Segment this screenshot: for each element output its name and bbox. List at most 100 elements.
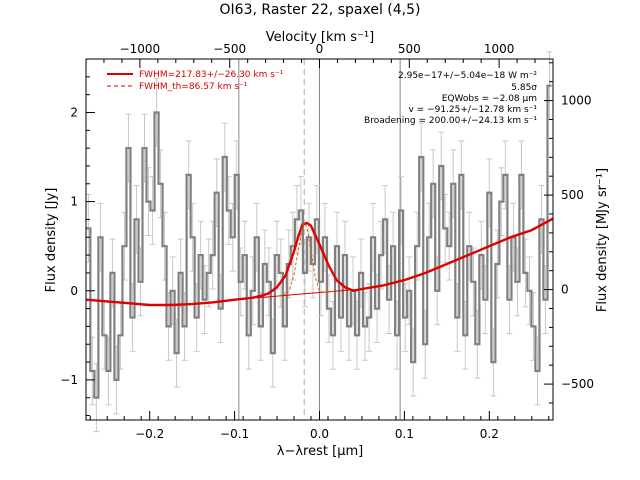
data-point — [396, 334, 398, 336]
data-point — [532, 325, 535, 328]
fit-annotations: 2.95e−17+/−5.04e−18 W m⁻² 5.85σ EQWobs =… — [364, 71, 537, 126]
data-point — [360, 272, 362, 274]
top-x-axis-label: Velocity [km s⁻¹] — [266, 30, 374, 45]
legend: FWHM=217.83+/−26.30 km s⁻¹ FWHM_th=86.57… — [107, 70, 284, 92]
data-point — [212, 254, 214, 256]
data-point — [348, 325, 350, 328]
data-point — [276, 254, 278, 256]
data-point — [208, 272, 210, 274]
data-point — [300, 209, 302, 212]
data-point — [95, 397, 97, 399]
data-point — [404, 316, 406, 319]
x2-tick-label: −1000 — [120, 42, 161, 56]
y2-tick-label: 1000 — [561, 94, 592, 108]
data-point — [536, 370, 539, 372]
legend-entry-thermal: FWHM_th=86.57 km s⁻¹ — [139, 82, 248, 92]
data-point — [392, 245, 394, 247]
y2-tick-label: −500 — [561, 377, 594, 391]
data-point — [296, 218, 298, 221]
data-point — [123, 245, 126, 247]
data-point — [280, 272, 282, 274]
data-point — [244, 254, 246, 256]
data-point — [292, 245, 294, 247]
data-point — [308, 236, 310, 238]
data-point — [520, 174, 523, 176]
data-point — [183, 325, 186, 328]
data-point — [480, 254, 482, 256]
data-point — [484, 299, 486, 301]
data-point — [107, 370, 110, 372]
data-point — [504, 174, 506, 176]
y2-tick-label: 500 — [561, 188, 584, 202]
x2-tick-label: 1000 — [484, 42, 515, 56]
data-point — [472, 281, 474, 283]
data-point — [103, 334, 106, 336]
data-point — [119, 334, 122, 336]
data-point — [332, 334, 334, 336]
data-point — [452, 183, 454, 185]
chart-title: OI63, Raster 22, spaxel (4,5) — [220, 2, 421, 18]
y-tick-label: 0 — [70, 284, 78, 298]
data-point — [496, 263, 498, 265]
annotation-flux: 2.95e−17+/−5.04e−18 W m⁻² — [398, 71, 537, 81]
data-point — [500, 201, 502, 203]
data-point — [111, 272, 114, 274]
data-point — [228, 209, 230, 212]
data-point — [384, 218, 386, 221]
data-point — [356, 334, 358, 336]
data-point — [408, 290, 410, 292]
data-point — [224, 156, 226, 158]
data-point — [143, 147, 146, 149]
data-point — [236, 174, 238, 176]
data-point — [220, 307, 222, 310]
data-point — [232, 236, 234, 238]
data-point — [316, 218, 318, 221]
data-point — [256, 236, 258, 238]
data-point — [216, 192, 218, 194]
data-point — [488, 192, 490, 194]
x2-tick-label: −500 — [213, 42, 246, 56]
data-point — [380, 254, 382, 256]
x2-tick-label: 0 — [316, 42, 324, 56]
data-point — [139, 281, 142, 283]
x-tick-label: −0.2 — [135, 427, 164, 441]
data-point — [324, 236, 326, 238]
data-point — [192, 236, 194, 238]
annotation-broadening: Broadening = 200.00+/−24.13 km s⁻¹ — [364, 116, 537, 126]
data-point — [492, 361, 494, 363]
data-point — [340, 316, 342, 319]
data-point — [147, 201, 150, 203]
data-point — [424, 343, 426, 345]
data-point — [448, 245, 450, 247]
data-point — [476, 343, 478, 345]
data-point — [368, 316, 370, 319]
data-point — [127, 147, 130, 149]
data-point — [188, 174, 190, 176]
annotation-significance: 5.85σ — [511, 83, 537, 93]
data-point — [115, 379, 117, 381]
x-tick-label: 0.0 — [310, 427, 329, 441]
legend-entry-fit: FWHM=217.83+/−26.30 km s⁻¹ — [139, 70, 284, 80]
data-point — [456, 316, 458, 319]
y-tick-label: −1 — [60, 373, 78, 387]
data-point — [344, 254, 346, 256]
data-point — [524, 272, 527, 274]
data-point — [252, 290, 254, 292]
y2-tick-label: 0 — [561, 283, 569, 297]
y-tick-label: 2 — [70, 105, 78, 119]
data-point — [544, 299, 547, 301]
data-point — [200, 254, 202, 256]
data-point — [364, 325, 366, 328]
x-tick-label: 0.2 — [480, 427, 499, 441]
data-point — [260, 325, 262, 328]
data-point — [159, 183, 162, 185]
data-point — [151, 209, 154, 212]
data-point — [155, 111, 158, 114]
data-point — [204, 299, 206, 301]
annotation-eqw: EQWobs = −2.08 μm — [442, 94, 537, 104]
data-point — [91, 370, 93, 372]
data-point — [436, 290, 438, 292]
data-point — [548, 85, 551, 87]
data-point — [248, 334, 250, 336]
